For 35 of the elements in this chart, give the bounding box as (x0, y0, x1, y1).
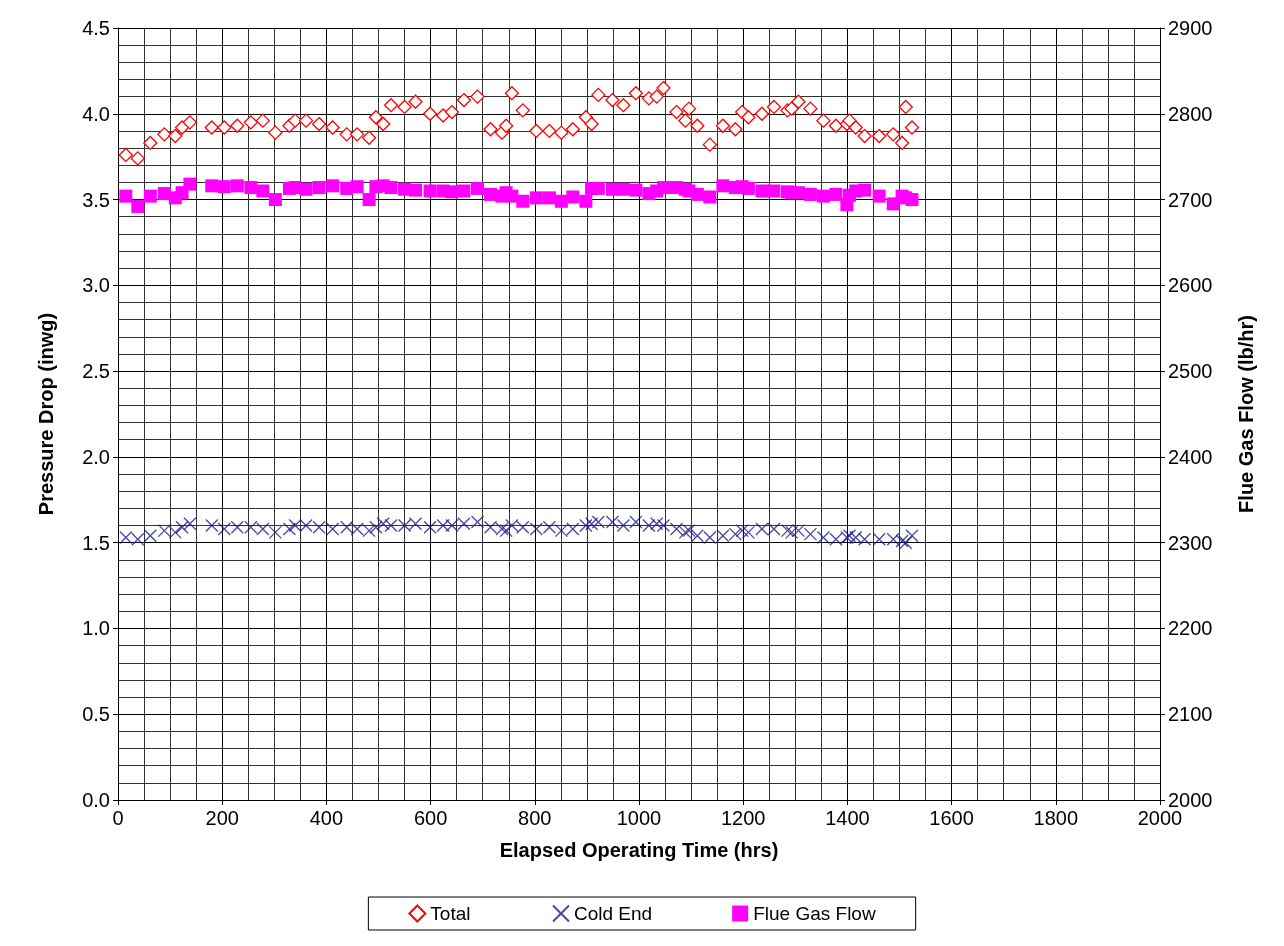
x-tick-label: 1800 (1033, 807, 1079, 829)
y-tick-label: 0.5 (82, 703, 110, 726)
legend-label: Cold End (574, 903, 653, 924)
y2-tick-label: 2500 (1168, 360, 1213, 383)
y-tick-label: 3.5 (82, 188, 110, 211)
y2-tick-label: 2300 (1168, 531, 1213, 554)
y-tick-label: 2.5 (82, 360, 110, 383)
x-tick-label: 400 (309, 807, 344, 829)
x-axis-title: Elapsed Operating Time (hrs) (499, 839, 779, 861)
x-tick-label: 200 (205, 807, 239, 829)
y-tick-label: 0.0 (82, 789, 110, 811)
y2-tick-label: 2200 (1168, 617, 1213, 640)
x-tick-label: 1600 (929, 807, 974, 829)
y2-tick-label: 2600 (1168, 274, 1213, 297)
y2-tick-label: 2800 (1168, 102, 1213, 125)
y2-tick-label: 2900 (1168, 17, 1213, 39)
legend-label: Total (430, 903, 471, 924)
legend-label: Flue Gas Flow (753, 903, 876, 924)
y-axis-title: Pressure Drop (inwg) (35, 312, 57, 516)
y-tick-label: 1.5 (82, 531, 110, 554)
y2-tick-label: 2700 (1168, 188, 1213, 211)
y-tick-label: 4.0 (82, 102, 110, 125)
y2-tick-label: 2100 (1168, 703, 1213, 726)
x-tick-label: 1000 (616, 807, 662, 829)
y-tick-label: 2.0 (82, 445, 110, 468)
y2-tick-label: 2400 (1168, 445, 1213, 468)
y-tick-label: 4.5 (82, 17, 110, 39)
x-tick-label: 1400 (825, 807, 870, 829)
y-tick-label: 1.0 (82, 617, 110, 640)
x-tick-label: 0 (112, 807, 124, 829)
y-tick-label: 3.0 (82, 274, 110, 297)
y2-axis-title: Flue Gas Flow (lb/hr) (1235, 315, 1257, 513)
x-tick-label: 1200 (720, 807, 766, 829)
x-tick-label: 600 (413, 807, 448, 829)
x-tick-label: 800 (518, 807, 552, 829)
